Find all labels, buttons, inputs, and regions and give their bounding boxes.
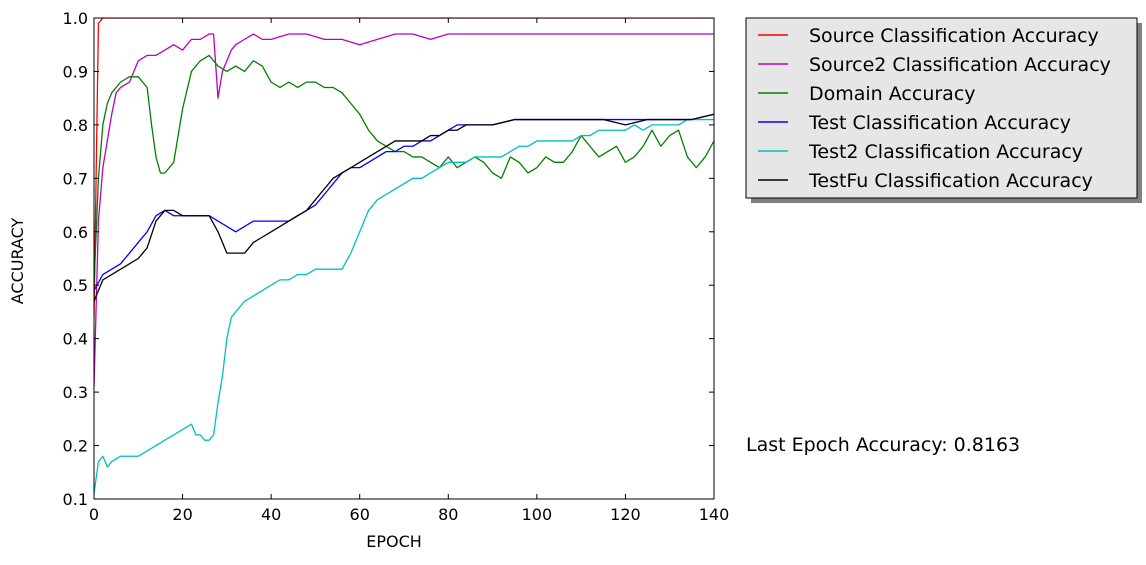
plot-lines — [94, 18, 714, 494]
legend-label: TestFu Classification Accuracy — [808, 170, 1093, 192]
x-tick-label: 0 — [89, 505, 99, 524]
last-epoch-annotation: Last Epoch Accuracy: 0.8163 — [746, 434, 1020, 456]
y-tick-label: 0.5 — [63, 276, 88, 295]
series-line-1 — [94, 18, 714, 318]
y-tick-label: 0.4 — [63, 330, 88, 349]
y-axis-label: ACCURACY — [8, 218, 27, 305]
legend-label: Source Classification Accuracy — [809, 25, 1099, 47]
series-line-6 — [94, 113, 714, 302]
x-tick-label: 60 — [350, 505, 370, 524]
y-tick-label: 0.6 — [63, 223, 88, 242]
ticks: 0 20 40 60 80 100 120 140 0.1 0.2 0.3 0.4 0.5 0.6 0.7 0… — [63, 9, 730, 524]
x-tick-label: 140 — [699, 505, 730, 524]
series-line-5 — [94, 118, 714, 494]
legend-label: Domain Accuracy — [809, 83, 976, 105]
legend-label: Test2 Classification Accuracy — [808, 141, 1083, 163]
x-tick-label: 20 — [172, 505, 192, 524]
y-tick-label: 0.3 — [63, 383, 88, 402]
y-tick-label: 1.0 — [63, 9, 88, 28]
legend: Source Classification Accuracy Source2 Cl… — [745, 17, 1142, 203]
x-tick-label: 100 — [522, 505, 553, 524]
legend-frame — [745, 17, 1138, 199]
x-tick-label: 120 — [610, 505, 641, 524]
legend-label: Source2 Classification Accuracy — [809, 54, 1111, 76]
y-tick-label: 0.9 — [63, 62, 88, 81]
y-tick-label: 0.1 — [63, 490, 88, 509]
y-tick-label: 0.7 — [63, 169, 88, 188]
series-line-2 — [94, 33, 714, 387]
x-tick-label: 40 — [261, 505, 281, 524]
y-tick-label: 0.2 — [63, 437, 88, 456]
x-tick-label: 80 — [438, 505, 458, 524]
plot-frame — [93, 17, 715, 500]
series-line-3 — [94, 54, 714, 286]
legend-label: Test Classification Accuracy — [808, 112, 1071, 134]
x-axis-label: EPOCH — [366, 532, 422, 551]
y-tick-label: 0.8 — [63, 116, 88, 135]
